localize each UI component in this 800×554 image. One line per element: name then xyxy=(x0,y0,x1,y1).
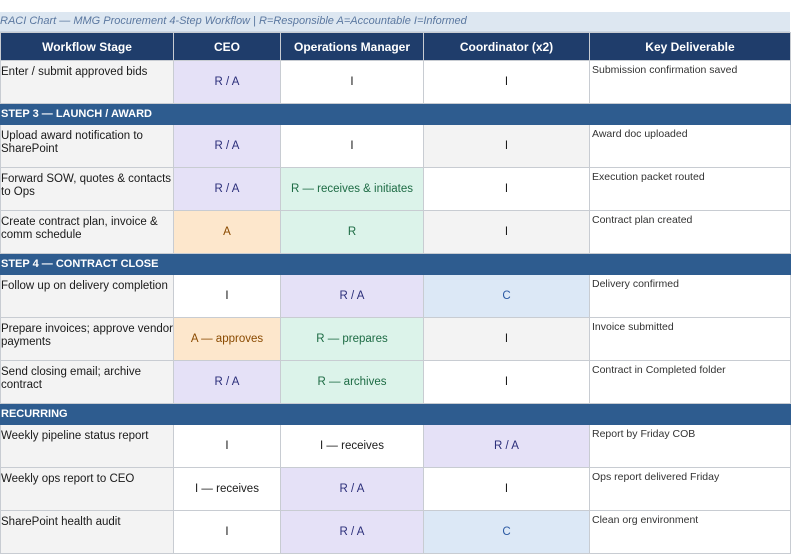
spreadsheet: RACI Chart — MMG Procurement 4-Step Work… xyxy=(0,12,791,554)
stage-cell[interactable]: Forward SOW, quotes & contacts to Ops xyxy=(0,167,174,211)
stage-cell[interactable]: Send closing email; archive contract xyxy=(0,360,174,404)
stage-cell[interactable]: Follow up on delivery completion xyxy=(0,274,174,318)
deliverable-cell[interactable]: Invoice submitted xyxy=(589,317,791,361)
coordinator-cell[interactable]: C xyxy=(423,274,590,318)
coordinator-cell[interactable]: I xyxy=(423,210,590,254)
coordinator-cell[interactable]: I xyxy=(423,124,590,168)
raci-table: Workflow Stage CEO Operations Manager Co… xyxy=(0,32,791,554)
table-row: Prepare invoices; approve vendor payment… xyxy=(0,317,791,361)
table-row: Upload award notification to SharePoint R… xyxy=(0,124,791,168)
table-row: Weekly pipeline status report I I — receiv… xyxy=(0,424,791,468)
section-header: RECURRING xyxy=(0,403,791,425)
header-workflow-stage[interactable]: Workflow Stage xyxy=(0,32,174,61)
coordinator-cell[interactable]: I xyxy=(423,317,590,361)
deliverable-cell[interactable]: Contract plan created xyxy=(589,210,791,254)
stage-cell[interactable]: Enter / submit approved bids xyxy=(0,60,174,104)
table-row: Weekly ops report to CEO I — receives R / … xyxy=(0,467,791,511)
ceo-cell[interactable]: I xyxy=(173,274,281,318)
ops-manager-cell[interactable]: R / A xyxy=(280,467,424,511)
ceo-cell[interactable]: I xyxy=(173,424,281,468)
section-header: STEP 4 — CONTRACT CLOSE xyxy=(0,253,791,275)
coordinator-cell[interactable]: I xyxy=(423,167,590,211)
ops-manager-cell[interactable]: R / A xyxy=(280,274,424,318)
ops-manager-cell[interactable]: I — receives xyxy=(280,424,424,468)
stage-cell[interactable]: Weekly ops report to CEO xyxy=(0,467,174,511)
stage-cell[interactable]: Weekly pipeline status report xyxy=(0,424,174,468)
table-row: Create contract plan, invoice & comm sch… xyxy=(0,210,791,254)
stage-cell[interactable]: Upload award notification to SharePoint xyxy=(0,124,174,168)
chart-title: RACI Chart — MMG Procurement 4-Step Work… xyxy=(0,12,790,32)
ops-manager-cell[interactable]: I xyxy=(280,60,424,104)
section-label[interactable]: RECURRING xyxy=(0,403,791,425)
table-row: Send closing email; archive contract R / … xyxy=(0,360,791,404)
ceo-cell[interactable]: R / A xyxy=(173,60,281,104)
coordinator-cell[interactable]: I xyxy=(423,60,590,104)
ceo-cell[interactable]: R / A xyxy=(173,360,281,404)
ops-manager-cell[interactable]: R — prepares xyxy=(280,317,424,361)
deliverable-cell[interactable]: Ops report delivered Friday xyxy=(589,467,791,511)
section-label[interactable]: STEP 4 — CONTRACT CLOSE xyxy=(0,253,791,275)
ceo-cell[interactable]: I — receives xyxy=(173,467,281,511)
ops-manager-cell[interactable]: I xyxy=(280,124,424,168)
section-label[interactable]: STEP 3 — LAUNCH / AWARD xyxy=(0,103,791,125)
header-row: Workflow Stage CEO Operations Manager Co… xyxy=(0,32,791,61)
ops-manager-cell[interactable]: R — receives & initiates xyxy=(280,167,424,211)
header-coordinator[interactable]: Coordinator (x2) xyxy=(423,32,590,61)
deliverable-cell[interactable]: Award doc uploaded xyxy=(589,124,791,168)
header-key-deliverable[interactable]: Key Deliverable xyxy=(589,32,791,61)
deliverable-cell[interactable]: Execution packet routed xyxy=(589,167,791,211)
table-row: Forward SOW, quotes & contacts to Ops R /… xyxy=(0,167,791,211)
ceo-cell[interactable]: A xyxy=(173,210,281,254)
stage-cell[interactable]: Create contract plan, invoice & comm sch… xyxy=(0,210,174,254)
header-operations-manager[interactable]: Operations Manager xyxy=(280,32,424,61)
deliverable-cell[interactable]: Report by Friday COB xyxy=(589,424,791,468)
deliverable-cell[interactable]: Submission confirmation saved xyxy=(589,60,791,104)
deliverable-cell[interactable]: Contract in Completed folder xyxy=(589,360,791,404)
coordinator-cell[interactable]: I xyxy=(423,360,590,404)
coordinator-cell[interactable]: I xyxy=(423,467,590,511)
stage-cell[interactable]: Prepare invoices; approve vendor payment… xyxy=(0,317,174,361)
coordinator-cell[interactable]: R / A xyxy=(423,424,590,468)
header-ceo[interactable]: CEO xyxy=(173,32,281,61)
ops-manager-cell[interactable]: R — archives xyxy=(280,360,424,404)
ops-manager-cell[interactable]: R xyxy=(280,210,424,254)
ceo-cell[interactable]: R / A xyxy=(173,167,281,211)
deliverable-cell[interactable]: Delivery confirmed xyxy=(589,274,791,318)
table-row: Enter / submit approved bids R / A I I Submi… xyxy=(0,60,791,104)
ceo-cell[interactable]: A — approves xyxy=(173,317,281,361)
ceo-cell[interactable]: R / A xyxy=(173,124,281,168)
section-header: STEP 3 — LAUNCH / AWARD xyxy=(0,103,791,125)
